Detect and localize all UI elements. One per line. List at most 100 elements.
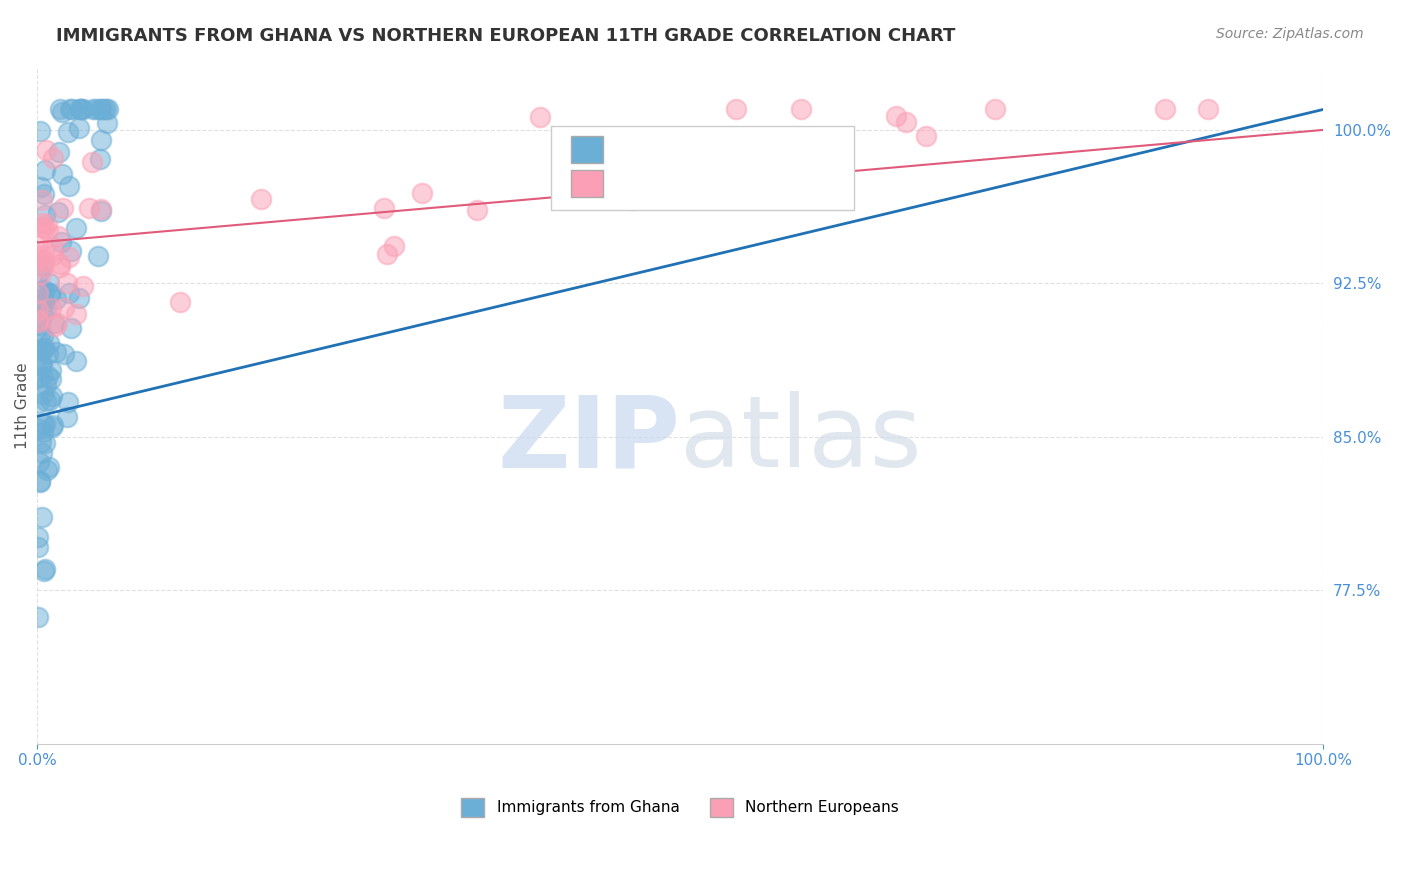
Text: R = 0.354: R = 0.354 [609,141,693,159]
Point [620,193,643,207]
Point [30,434,52,449]
Point [41,420,63,434]
Point [411,186,433,200]
Point [465,202,488,217]
Point [34,436,56,450]
Point [32,328,55,343]
Point [32,186,55,201]
Point [48,145,70,160]
Point [42,316,65,330]
Text: ZIP: ZIP [498,392,681,489]
Point [56,410,79,425]
Point [41,417,63,432]
Point [51,167,73,181]
Point [60,244,83,259]
Point [28,475,51,489]
Point [31,369,53,384]
Point [32,296,55,310]
Point [70,103,93,117]
Point [382,239,405,253]
Point [90,133,112,147]
Point [27,303,49,318]
Point [884,109,907,123]
Point [169,294,191,309]
Point [32,221,55,235]
Point [35,217,58,231]
Point [32,341,55,355]
Point [27,252,49,267]
Point [49,103,72,117]
Point [42,248,65,262]
Point [45,317,67,331]
Point [37,224,59,238]
Point [30,216,52,230]
Point [96,115,118,129]
Point [59,103,82,117]
Text: R = 0.322: R = 0.322 [609,174,693,193]
Point [30,268,52,282]
Point [84,103,107,117]
Point [31,425,53,440]
Point [34,394,56,409]
Point [35,302,58,317]
Point [27,286,49,301]
Point [53,347,76,361]
Point [69,103,91,117]
Point [49,260,72,274]
Point [30,359,52,373]
Point [42,151,65,165]
Point [32,244,55,258]
Point [58,178,80,193]
Point [27,315,49,329]
Point [90,103,112,117]
Point [31,510,53,524]
Point [72,103,94,117]
Y-axis label: 11th Grade: 11th Grade [15,363,30,450]
Text: IMMIGRANTS FROM GHANA VS NORTHERN EUROPEAN 11TH GRADE CORRELATION CHART: IMMIGRANTS FROM GHANA VS NORTHERN EUROPE… [56,27,956,45]
Point [30,318,52,332]
Point [38,460,60,475]
Point [56,276,79,290]
Point [27,313,49,327]
Point [77,202,100,216]
Point [27,396,49,410]
Point [984,103,1007,117]
Point [32,260,55,275]
Text: N = 98: N = 98 [751,141,808,159]
Point [41,301,63,316]
Point [35,144,58,158]
Point [86,249,108,263]
Point [250,192,273,206]
Point [94,103,117,117]
Point [28,455,51,469]
Point [34,209,56,223]
Point [34,562,56,576]
FancyBboxPatch shape [551,126,853,211]
Point [32,292,55,306]
Point [529,110,551,124]
Point [82,154,104,169]
Point [52,202,75,216]
Point [31,387,53,401]
Point [37,463,59,477]
Point [69,103,91,117]
Point [32,283,55,297]
Point [373,202,395,216]
Point [97,103,120,117]
Point [89,103,111,117]
Point [51,235,73,249]
Point [28,422,51,436]
Point [72,278,94,293]
Point [67,291,90,305]
Point [65,354,87,368]
Point [1197,103,1219,117]
Point [34,162,56,177]
Point [27,371,49,385]
FancyBboxPatch shape [571,136,603,163]
Point [28,265,51,279]
Point [724,103,747,117]
Point [46,204,69,219]
Point [27,348,49,362]
Point [39,286,62,301]
Point [1153,103,1175,117]
